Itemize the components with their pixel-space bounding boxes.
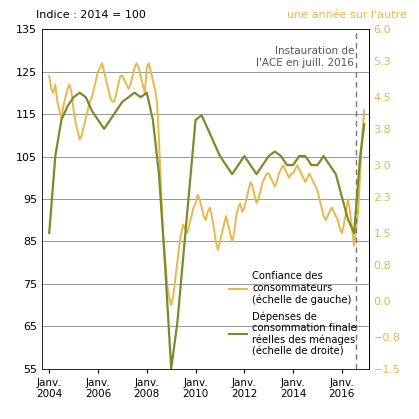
Text: Instauration de
l'ACE en juill. 2016: Instauration de l'ACE en juill. 2016 <box>256 46 354 68</box>
Text: une année sur l'autre: une année sur l'autre <box>287 10 406 21</box>
Legend: Confiance des
consommateurs
(échelle de gauche), Dépenses de
consommation finale: Confiance des consommateurs (échelle de … <box>230 271 357 357</box>
Text: Indice : 2014 = 100: Indice : 2014 = 100 <box>36 10 145 21</box>
